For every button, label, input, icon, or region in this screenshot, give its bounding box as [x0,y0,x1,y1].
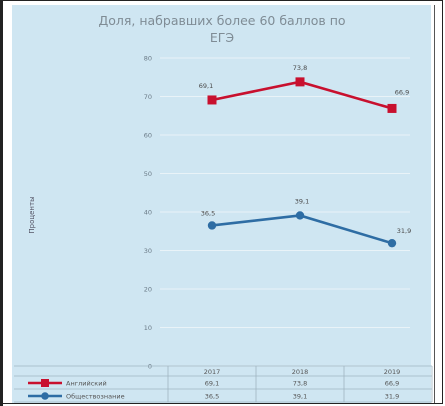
x-tick-label: 2019 [384,368,401,376]
gridlines [160,57,410,367]
chart-title-line2: ЕГЭ [210,30,235,45]
y-tick-label: 30 [144,247,152,255]
legend-swatch-marker [41,379,49,387]
data-label: 69,1 [199,82,213,90]
data-label: 36,5 [201,209,215,217]
table-cell-value: 69,1 [205,380,219,388]
data-point-marker [387,238,397,248]
y-tick-label: 80 [144,55,152,63]
table-cell-value: 36,5 [205,393,219,401]
y-tick-labels: 0 10 20 30 40 50 60 70 80 [144,55,152,371]
chart-title-line1: Доля, набравших более 60 баллов по [98,13,345,28]
y-tick-label: 40 [144,209,152,217]
data-point-marker [207,95,217,105]
left-border-bar [0,0,3,406]
data-label: 73,8 [293,64,307,72]
table-cell-value: 66,9 [385,380,399,388]
legend-entry: Английский [66,380,107,388]
y-axis-label: Проценты [28,196,36,233]
data-label: 39,1 [295,197,309,205]
x-tick-label: 2018 [292,368,309,376]
data-table: 2017 2018 2019 Английский 69,1 73,8 66,9 Общест… [14,365,433,403]
table-cell-value: 73,8 [293,380,307,388]
x-tick-label: 2017 [204,368,221,376]
legend-entry: Обществознание [66,393,125,401]
y-tick-label: 50 [144,170,152,178]
data-point-marker [295,211,305,220]
table-cell-value: 39,1 [293,393,307,401]
table-cell-value: 31,9 [385,393,399,401]
series-line [211,214,393,245]
y-tick-label: 20 [144,286,152,294]
data-point-marker [207,221,217,230]
y-tick-label: 10 [144,324,152,332]
legend-swatch-marker [41,392,49,400]
y-tick-label: 60 [144,132,152,140]
data-label: 66,9 [395,88,409,96]
data-point-marker [387,103,397,113]
y-tick-label: 0 [148,363,152,371]
chart-panel [12,5,431,403]
series-layer: 69,1 73,8 66,9 36,5 39,1 31,9 [199,64,411,248]
data-label: 31,9 [397,227,411,235]
y-tick-label: 70 [144,93,152,101]
data-point-marker [295,77,305,87]
right-rule [434,5,435,403]
